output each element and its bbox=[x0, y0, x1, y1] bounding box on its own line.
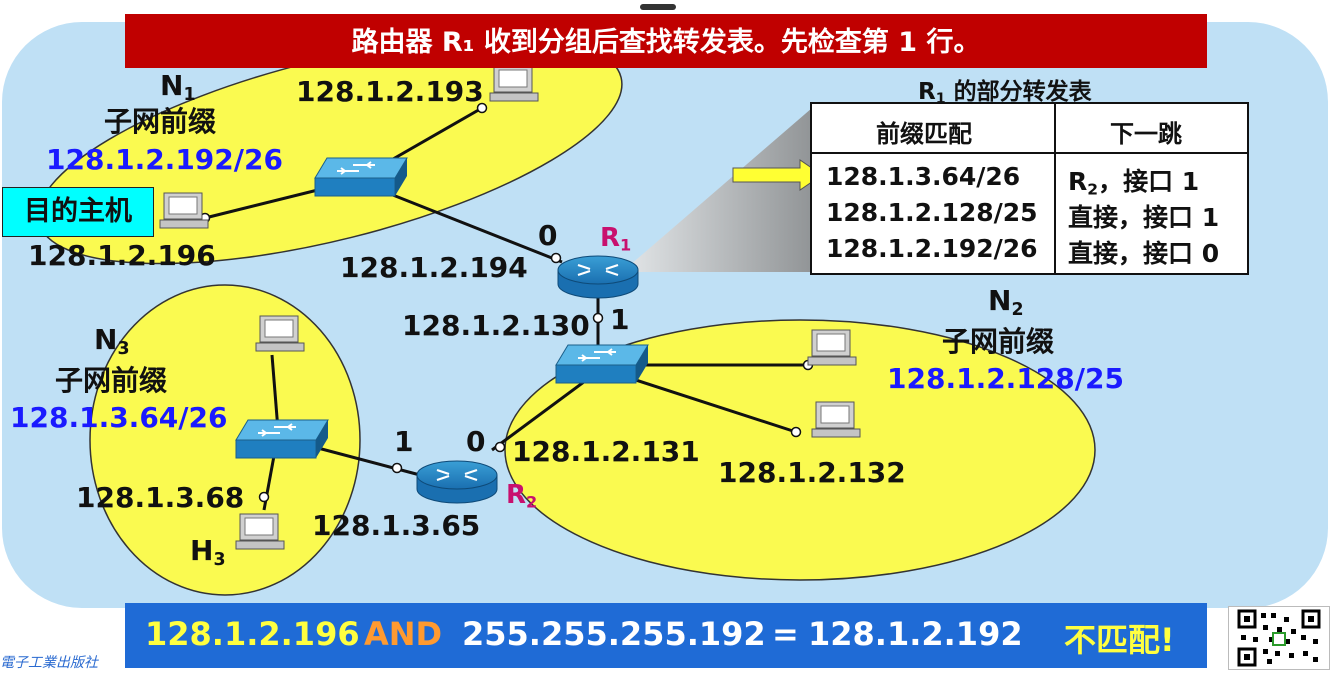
instruction-banner: 路由器 R₁ 收到分组后查找转发表。先检查第 1 行。 bbox=[125, 14, 1207, 68]
r1-if0-number: 0 bbox=[538, 219, 558, 252]
n3-name: N3 bbox=[94, 323, 130, 359]
calc-and: AND bbox=[364, 615, 443, 653]
host-n2-bottom-icon bbox=[811, 401, 861, 438]
host-dest-icon bbox=[159, 192, 209, 229]
forwarding-table: 前缀匹配 下一跳 128.1.3.64/26 R2，接口 1 128.1.2.1… bbox=[810, 102, 1249, 275]
table-row-1-prefix: 128.1.3.64/26 bbox=[826, 162, 1021, 191]
n1-top-host-address: 128.1.2.193 bbox=[296, 75, 484, 108]
header-prefix-match: 前缀匹配 bbox=[876, 120, 972, 148]
calculation-bar bbox=[125, 603, 1207, 668]
table-row-1-next-hop: R2，接口 1 bbox=[1068, 167, 1200, 199]
router-r1-icon bbox=[557, 255, 639, 299]
subnet-n3-ellipse bbox=[89, 284, 361, 596]
h3-label: H3 bbox=[190, 534, 226, 570]
r2-label: R2 bbox=[506, 480, 538, 512]
n2-host-address: 128.1.2.132 bbox=[718, 456, 906, 489]
r1-if1-address: 128.1.2.130 bbox=[402, 309, 590, 342]
zoom-cone bbox=[622, 108, 812, 272]
table-row-2-next-hop: 直接，接口 1 bbox=[1068, 203, 1220, 232]
header-next-hop: 下一跳 bbox=[1110, 120, 1182, 148]
n2-prefix-label: 子网前缀 bbox=[942, 325, 1055, 358]
table-row-3-next-hop: 直接，接口 0 bbox=[1068, 239, 1220, 268]
n2-name: N2 bbox=[988, 284, 1024, 320]
calc-result: 128.1.2.192 bbox=[808, 615, 1023, 653]
qr-code-icon bbox=[1228, 606, 1330, 670]
host-n3-top-icon bbox=[255, 315, 305, 352]
n1-prefix: 128.1.2.192/26 bbox=[46, 143, 283, 176]
slide-tab bbox=[640, 4, 676, 10]
r2-if1-number: 1 bbox=[394, 425, 414, 458]
destination-host-label: 目的主机 bbox=[2, 187, 154, 237]
r2-if1-address: 128.1.3.65 bbox=[312, 509, 481, 542]
r2-if0-address: 128.1.2.131 bbox=[512, 435, 700, 468]
n2-prefix: 128.1.2.128/25 bbox=[887, 362, 1124, 395]
switch-n2-icon bbox=[555, 344, 649, 384]
r1-label: R1 bbox=[600, 223, 632, 255]
host-h3-icon bbox=[235, 513, 285, 550]
r1-if0-address: 128.1.2.194 bbox=[340, 251, 528, 284]
r1-if1-number: 1 bbox=[610, 303, 630, 336]
calc-ip: 128.1.2.196 bbox=[145, 615, 360, 653]
n3-prefix: 128.1.3.64/26 bbox=[10, 401, 228, 434]
n1-prefix-label: 子网前缀 bbox=[104, 105, 217, 138]
n1-dest-host-address: 128.1.2.196 bbox=[28, 239, 216, 272]
n3-prefix-label: 子网前缀 bbox=[55, 364, 168, 397]
table-row-3-prefix: 128.1.2.192/26 bbox=[826, 234, 1038, 263]
forwarding-table-title: R1 的部分转发表 bbox=[918, 79, 1092, 107]
host-n2-top-icon bbox=[807, 329, 857, 366]
calc-equals: = bbox=[772, 615, 799, 653]
calc-mask: 255.255.255.192 bbox=[462, 615, 766, 653]
r2-if0-number: 0 bbox=[466, 425, 486, 458]
n3-host-address: 128.1.3.68 bbox=[76, 481, 245, 514]
router-r2-icon bbox=[416, 460, 498, 504]
publisher-watermark: 電子工業出版社 bbox=[0, 655, 98, 671]
table-row-2-prefix: 128.1.2.128/25 bbox=[826, 198, 1038, 227]
n1-name: N1 bbox=[160, 69, 196, 105]
switch-n3-icon bbox=[235, 419, 329, 459]
host-n1-top-icon bbox=[489, 65, 539, 102]
calc-verdict: 不匹配! bbox=[1064, 621, 1175, 659]
switch-n1-icon bbox=[314, 157, 408, 197]
